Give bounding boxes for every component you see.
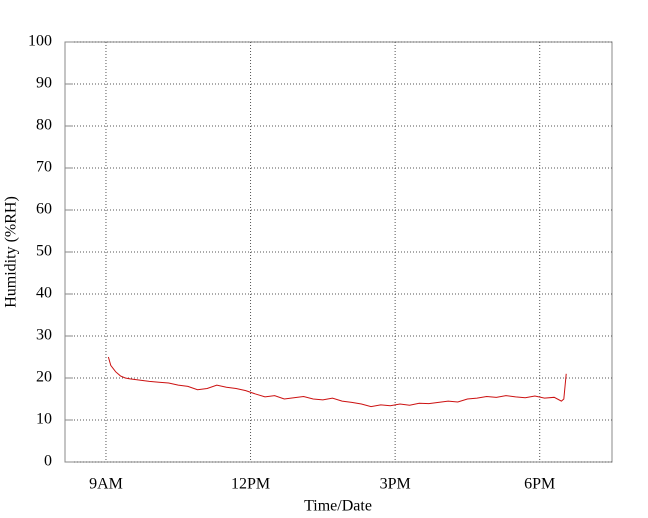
y-tick-label: 10 bbox=[36, 411, 52, 428]
y-tick-label: 40 bbox=[36, 285, 52, 302]
x-tick-label: 9AM bbox=[89, 476, 123, 493]
data-line bbox=[107, 356, 567, 408]
y-tick-label: 30 bbox=[36, 327, 52, 344]
y-tick-label: 70 bbox=[36, 159, 52, 176]
y-axis-label: Humidity (%RH) bbox=[3, 196, 20, 308]
y-tick-label: 60 bbox=[36, 201, 52, 218]
x-tick-label: 12PM bbox=[231, 476, 270, 493]
y-tick-label: 20 bbox=[36, 369, 52, 386]
x-tick-label: 6PM bbox=[524, 476, 555, 493]
y-tick-label: 90 bbox=[36, 75, 52, 92]
y-tick-label: 100 bbox=[28, 33, 52, 50]
x-tick-label: 3PM bbox=[380, 476, 411, 493]
y-tick-label: 80 bbox=[36, 117, 52, 134]
y-tick-label: 50 bbox=[36, 243, 52, 260]
y-tick-label: 0 bbox=[44, 453, 52, 470]
x-axis-label: Time/Date bbox=[304, 498, 372, 515]
